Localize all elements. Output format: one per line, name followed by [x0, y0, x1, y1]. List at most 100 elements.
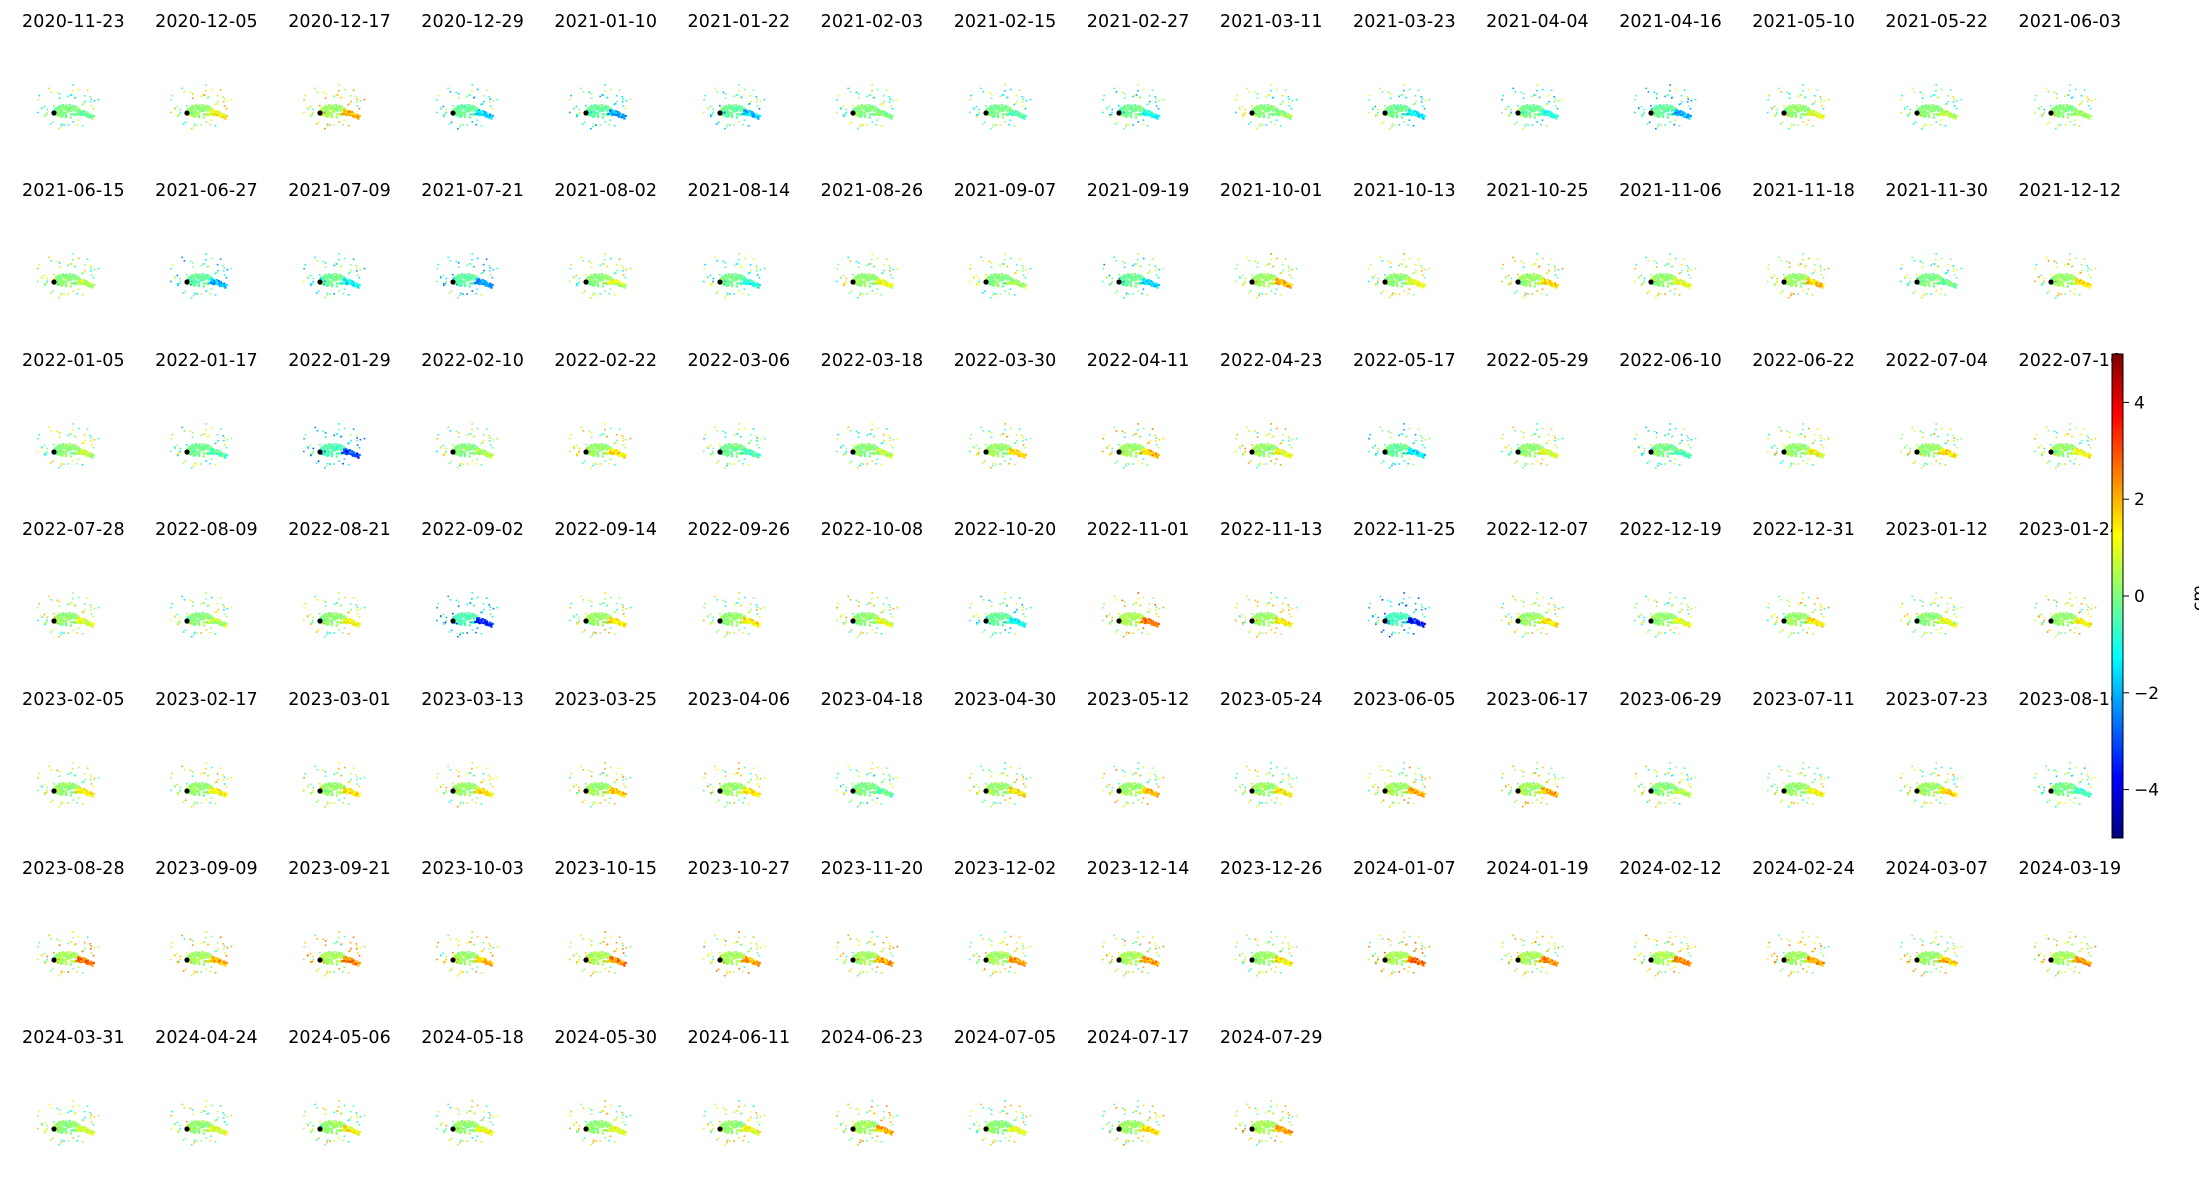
scatter-point: [1543, 278, 1546, 281]
scatter-point: [1526, 275, 1529, 278]
scatter-point: [1108, 114, 1111, 116]
scatter-point: [1284, 258, 1287, 261]
scatter-point: [1148, 94, 1151, 97]
scatter-point: [871, 121, 873, 123]
scatter-point: [739, 283, 742, 286]
scatter-point: [178, 283, 181, 285]
scatter-point: [459, 281, 462, 284]
scatter-point: [1124, 284, 1128, 288]
scatter-point: [2056, 107, 2059, 111]
scatter-point: [1428, 268, 1431, 270]
scatter-point: [1812, 125, 1814, 127]
scatter-point: [1009, 288, 1011, 291]
scatter-point: [465, 279, 468, 283]
scatter-point: [1406, 112, 1409, 115]
scatter-point: [489, 101, 491, 103]
scatter-point: [724, 275, 728, 278]
scatter-point: [735, 282, 738, 285]
scatter-point: [591, 97, 593, 99]
scatter-point: [1244, 281, 1246, 283]
scatter-point: [726, 292, 728, 295]
scatter-point: [1529, 104, 1532, 107]
scatter-point: [197, 281, 200, 284]
scatter-point: [1389, 280, 1391, 283]
scatter-point: [885, 114, 888, 118]
scatter-point: [613, 103, 616, 106]
map-panel: 2020-11-23: [0, 0, 133, 168]
scatter-point: [191, 127, 193, 130]
scatter-point: [80, 110, 83, 114]
scatter-point: [1141, 278, 1145, 282]
scatter-point: [1139, 105, 1142, 108]
scatter-point: [463, 275, 466, 278]
scatter-point: [1252, 110, 1255, 112]
scatter-point: [1108, 284, 1111, 287]
scatter-point: [758, 114, 761, 118]
scatter-point: [1119, 114, 1122, 116]
scatter-point: [861, 275, 864, 278]
scatter-point: [1416, 282, 1419, 285]
scatter-point: [183, 260, 186, 262]
scatter-point: [46, 278, 49, 280]
scatter-point: [329, 108, 333, 111]
scatter-point: [1115, 260, 1117, 262]
scatter-point: [218, 280, 221, 283]
scatter-point: [1147, 103, 1150, 105]
reference-point: [1382, 110, 1388, 116]
scatter-point: [1394, 106, 1398, 109]
scatter-point: [315, 292, 318, 295]
scatter-point: [1022, 286, 1026, 290]
scatter-point: [1151, 89, 1154, 91]
scatter-point: [988, 284, 991, 286]
scatter-point: [90, 285, 93, 288]
scatter-point: [1022, 274, 1025, 277]
scatter-point: [745, 113, 748, 116]
scatter-point: [616, 100, 619, 103]
scatter-point: [1269, 282, 1272, 285]
scatter-point: [476, 280, 479, 283]
scatter-point: [199, 110, 202, 113]
scatter-point: [1254, 114, 1257, 117]
scatter-point: [176, 105, 179, 108]
scatter-point: [45, 113, 48, 116]
scatter-point: [332, 107, 336, 110]
panel-scatter: [1767, 84, 1830, 130]
scatter-point: [883, 113, 887, 116]
scatter-point: [76, 293, 78, 295]
scatter-point: [594, 273, 597, 276]
scatter-point: [339, 113, 343, 117]
scatter-point: [1279, 294, 1282, 296]
scatter-point: [1252, 283, 1255, 286]
scatter-point: [1407, 293, 1409, 295]
scatter-point: [1239, 108, 1241, 110]
scatter-point: [1405, 274, 1408, 278]
map-panel: 2020-12-17: [266, 0, 399, 168]
scatter-point: [737, 259, 740, 261]
scatter-point: [1802, 89, 1804, 92]
scatter-point: [1640, 105, 1643, 108]
scatter-point: [1541, 110, 1544, 113]
scatter-point: [85, 280, 88, 283]
scatter-point: [1671, 105, 1675, 108]
scatter-point: [1391, 295, 1393, 297]
scatter-point: [1272, 108, 1275, 111]
scatter-point: [1657, 111, 1660, 115]
scatter-point: [1534, 263, 1537, 266]
scatter-point: [1657, 125, 1659, 128]
scatter-point: [340, 274, 344, 278]
scatter-point: [998, 110, 1001, 113]
scatter-point: [1121, 260, 1123, 263]
scatter-point: [1126, 284, 1129, 287]
scatter-point: [1389, 114, 1392, 117]
scatter-point: [1540, 293, 1542, 295]
scatter-point: [1153, 116, 1156, 119]
scatter-point: [596, 113, 600, 116]
scatter-point: [1947, 94, 1949, 97]
scatter-point: [191, 280, 193, 283]
scatter-point: [981, 292, 984, 295]
scatter-point: [582, 292, 584, 295]
scatter-point: [2089, 114, 2092, 118]
scatter-point: [61, 273, 65, 276]
scatter-point: [329, 275, 333, 278]
scatter-point: [1256, 93, 1259, 95]
